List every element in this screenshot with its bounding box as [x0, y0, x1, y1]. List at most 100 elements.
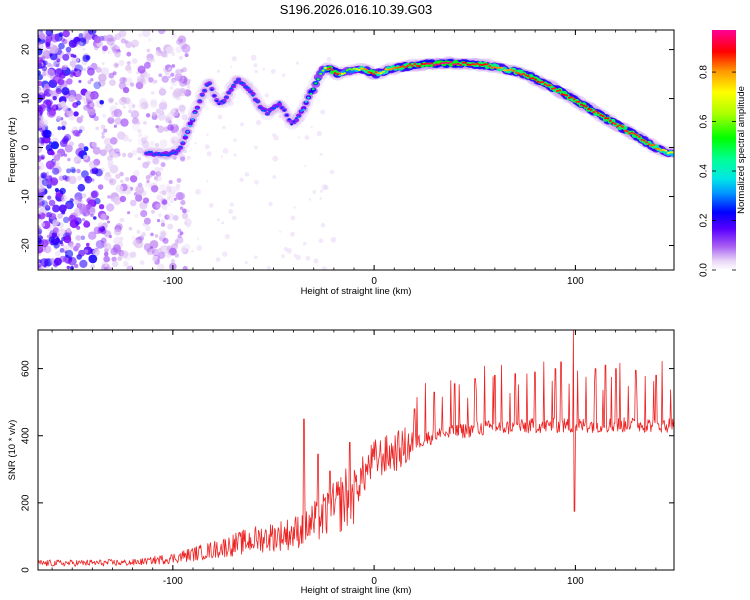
noise-speckle	[155, 203, 161, 209]
noise-speckle	[295, 254, 301, 261]
noise-speckle	[83, 104, 90, 111]
noise-speckle	[95, 240, 105, 249]
noise-speckle	[80, 36, 87, 43]
noise-speckle	[99, 149, 107, 157]
ridge-blob	[183, 134, 187, 137]
ridge-blob	[215, 100, 219, 102]
noise-speckle	[45, 160, 55, 170]
noise-speckle	[175, 183, 181, 189]
noise-speckle	[119, 77, 127, 84]
noise-speckle	[164, 214, 170, 220]
noise-speckle	[114, 33, 122, 40]
ridge-blob	[379, 72, 383, 75]
snr-ytick-label: 400	[21, 427, 32, 444]
noise-speckle	[139, 65, 144, 70]
ridge-blob	[618, 124, 622, 127]
noise-speckle	[177, 87, 187, 97]
ridge-blob	[338, 72, 342, 75]
noise-speckle	[130, 82, 135, 87]
noise-speckle	[154, 166, 161, 173]
snr-xlabel: Height of straight line (km)	[301, 585, 412, 596]
noise-speckle	[69, 243, 75, 249]
noise-speckle	[68, 95, 76, 102]
noise-speckle	[108, 178, 117, 186]
noise-speckle	[74, 263, 79, 269]
noise-speckle	[254, 69, 258, 74]
ridge-blob	[485, 63, 489, 66]
noise-speckle	[160, 162, 166, 168]
noise-speckle	[95, 168, 103, 177]
noise-speckle	[132, 44, 135, 48]
ridge-blob	[587, 108, 591, 110]
ridge-blob	[671, 151, 674, 154]
noise-speckle	[140, 101, 149, 110]
noise-speckle	[206, 151, 212, 157]
noise-speckle	[46, 108, 56, 118]
ridge-blob	[287, 118, 291, 121]
noise-speckle	[158, 88, 167, 96]
noise-speckle	[137, 129, 142, 133]
noise-speckle	[70, 53, 75, 58]
noise-speckle	[297, 136, 301, 139]
ridge-blob	[476, 62, 479, 65]
ridge-blob	[159, 154, 163, 156]
noise-speckle	[76, 168, 81, 174]
noise-speckle	[158, 113, 166, 121]
noise-speckle	[92, 248, 100, 256]
ridge-blob	[570, 96, 574, 99]
noise-speckle	[145, 113, 151, 118]
ridge-blob	[633, 132, 636, 135]
noise-speckle	[142, 161, 150, 169]
noise-speckle	[139, 98, 148, 107]
noise-speckle	[107, 97, 115, 104]
noise-speckle	[45, 212, 51, 218]
ridge-blob	[345, 69, 349, 72]
noise-speckle	[102, 45, 108, 52]
noise-speckle	[146, 48, 151, 53]
noise-speckle	[228, 209, 234, 214]
noise-speckle	[176, 187, 180, 192]
ridge-blob	[324, 66, 327, 69]
noise-speckle	[313, 258, 319, 264]
noise-speckle	[42, 129, 52, 139]
noise-speckle	[127, 152, 133, 158]
ridge-blob	[360, 67, 363, 70]
noise-speckle	[83, 146, 89, 152]
ridge-blob	[187, 121, 193, 126]
noise-speckle	[55, 63, 60, 68]
ridge-blob	[193, 111, 197, 114]
noise-speckle	[114, 201, 119, 206]
noise-speckle	[125, 177, 130, 182]
noise-speckle	[144, 135, 149, 139]
noise-speckle	[131, 149, 138, 156]
noise-speckle	[153, 258, 159, 263]
noise-speckle	[170, 86, 174, 90]
noise-speckle	[157, 263, 165, 270]
noise-speckle	[151, 112, 157, 117]
noise-speckle	[184, 53, 189, 58]
noise-speckle	[176, 178, 182, 183]
snr-ytick-label: 600	[21, 360, 32, 377]
noise-speckle	[38, 41, 44, 50]
ridge-blob	[638, 135, 641, 138]
ridge-blob	[229, 87, 233, 90]
ridge-blob	[442, 62, 446, 65]
noise-speckle	[80, 235, 86, 241]
ridge-blob	[563, 93, 566, 96]
snr-xtick-label: 0	[371, 576, 377, 587]
noise-speckle	[53, 154, 61, 161]
noise-speckle	[143, 121, 147, 125]
noise-speckle	[135, 185, 145, 195]
noise-speckle	[113, 124, 117, 128]
noise-speckle	[153, 79, 158, 84]
ridge-blob	[541, 81, 545, 83]
noise-speckle	[158, 73, 163, 78]
noise-speckle	[171, 129, 175, 134]
noise-speckle	[181, 212, 189, 220]
noise-speckle	[101, 131, 105, 136]
noise-speckle	[177, 192, 186, 201]
noise-speckle	[49, 52, 58, 61]
noise-speckle	[89, 160, 98, 169]
ridge-blob	[357, 68, 361, 71]
noise-speckle	[38, 80, 43, 87]
